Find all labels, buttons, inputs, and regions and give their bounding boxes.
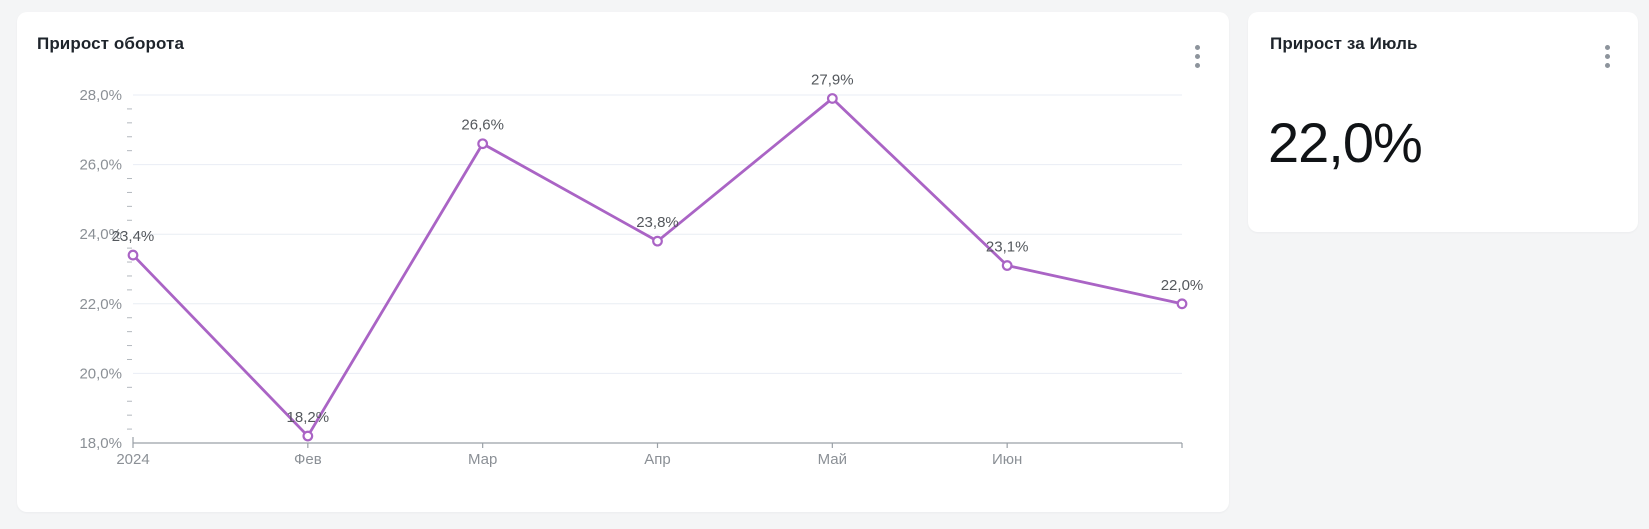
y-axis-label: 26,0% bbox=[79, 157, 122, 174]
data-point-marker[interactable] bbox=[1176, 298, 1188, 310]
data-point-marker[interactable] bbox=[826, 93, 838, 104]
turnover-growth-card: Прирост оборота 28,0% 26,0% 24,0% 22,0% 20,0… bbox=[17, 12, 1229, 512]
data-point-label: 18,2% bbox=[287, 409, 330, 426]
data-point-marker[interactable] bbox=[652, 235, 663, 247]
data-point-marker[interactable] bbox=[1001, 260, 1013, 271]
data-point-label: 22,0% bbox=[1161, 277, 1204, 294]
y-axis-label: 22,0% bbox=[79, 296, 122, 313]
data-point-marker[interactable] bbox=[302, 430, 314, 442]
x-axis-label: Апр bbox=[644, 451, 670, 468]
data-point-marker[interactable] bbox=[127, 249, 139, 261]
y-axis-label: 20,0% bbox=[79, 365, 122, 382]
turnover-card-menu-button[interactable] bbox=[1183, 39, 1211, 73]
data-point-label: 23,8% bbox=[636, 214, 679, 231]
turnover-card-title: Прирост оборота bbox=[37, 34, 184, 53]
data-point-label: 23,4% bbox=[112, 228, 155, 245]
y-axis-label: 18,0% bbox=[79, 435, 122, 452]
kebab-vertical-icon bbox=[1593, 39, 1621, 73]
turnover-line-chart: 28,0% 26,0% 24,0% 22,0% 20,0% 18,0%2024 Фев Мар… bbox=[79, 71, 1204, 468]
y-axis-label: 24,0% bbox=[79, 226, 122, 243]
july-card-title: Прирост за Июль bbox=[1270, 34, 1418, 53]
line-series bbox=[131, 97, 1184, 438]
kebab-vertical-icon bbox=[1183, 39, 1211, 73]
july-growth-card: Прирост за Июль 22,0% bbox=[1248, 12, 1638, 232]
data-point-label: 27,9% bbox=[811, 71, 854, 88]
july-card-menu-button[interactable] bbox=[1593, 39, 1621, 73]
x-axis-label: Май bbox=[818, 451, 847, 468]
y-axis-label: 28,0% bbox=[79, 87, 122, 104]
data-point-marker[interactable] bbox=[477, 138, 489, 150]
data-point-label: 26,6% bbox=[461, 117, 504, 134]
x-axis-label: Фев bbox=[294, 451, 322, 468]
x-axis-label: 2024 bbox=[116, 451, 149, 468]
data-point-label: 23,1% bbox=[986, 239, 1029, 256]
x-axis-label: Июн bbox=[992, 451, 1022, 468]
x-axis-label: Мар bbox=[468, 451, 497, 468]
july-growth-value: 22,0% bbox=[1268, 111, 1423, 174]
